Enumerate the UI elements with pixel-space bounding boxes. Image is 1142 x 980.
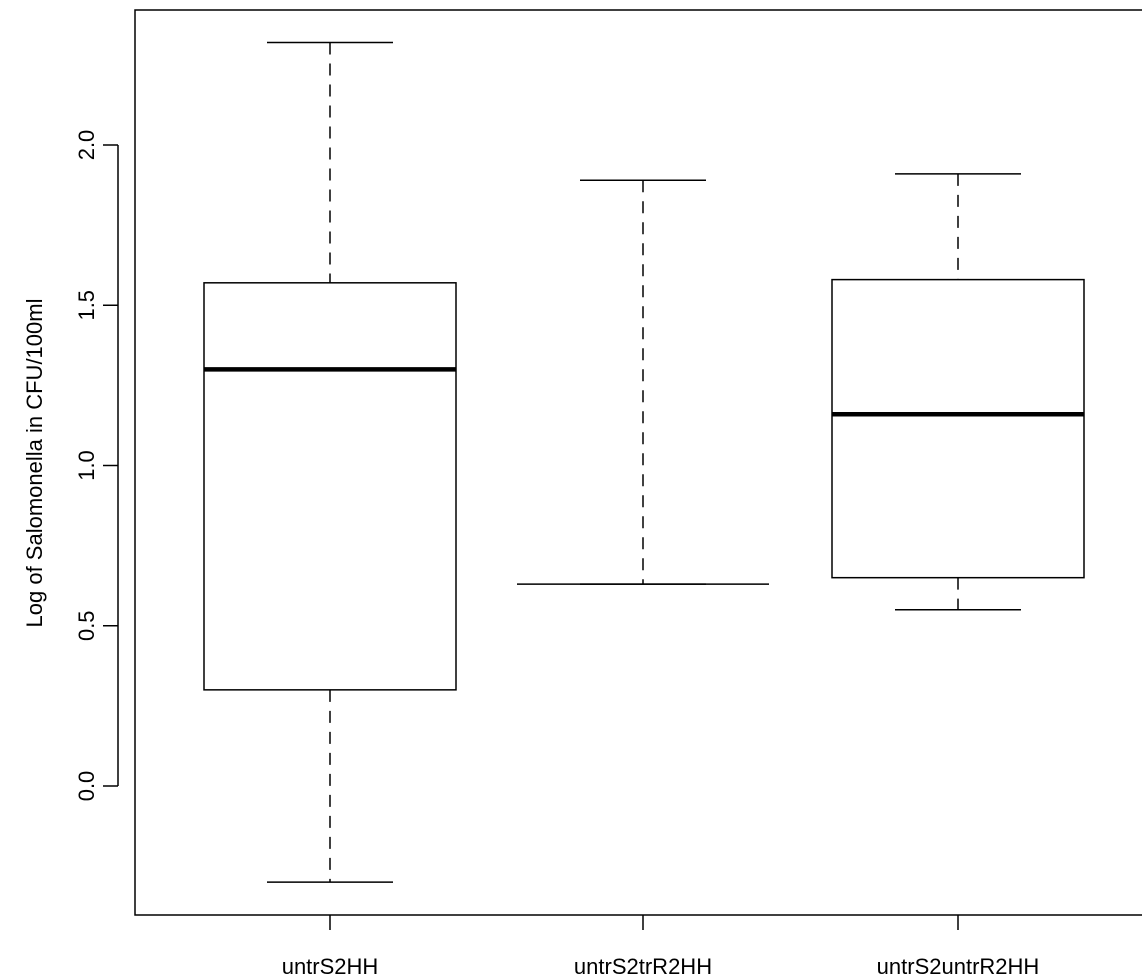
- iqr-box: [203, 282, 457, 691]
- box-untrS2untrR2HH: [831, 173, 1085, 611]
- iqr-box: [831, 278, 1085, 579]
- y-tick-label: 0.0: [74, 771, 99, 802]
- y-axis: 0.0 0.5 1.0 1.5 2.0: [74, 130, 119, 802]
- y-tick-label: 1.5: [74, 290, 99, 321]
- x-axis: untrS2HH untrS2trR2HH untrS2untrR2HH: [282, 915, 1040, 979]
- y-tick-label: 0.5: [74, 610, 99, 641]
- x-tick-label: untrS2untrR2HH: [877, 954, 1040, 979]
- y-tick-label: 1.0: [74, 450, 99, 481]
- plot-frame: [134, 9, 1142, 916]
- x-tick-label: untrS2HH: [282, 954, 379, 979]
- box-untrS2trR2HH: [517, 179, 769, 585]
- boxes-layer: [203, 41, 1085, 883]
- y-tick-label: 2.0: [74, 130, 99, 161]
- box-untrS2HH: [203, 41, 457, 883]
- y-axis-title: Log of Salomonella in CFU/100ml: [22, 299, 47, 628]
- x-tick-label: untrS2trR2HH: [574, 954, 712, 979]
